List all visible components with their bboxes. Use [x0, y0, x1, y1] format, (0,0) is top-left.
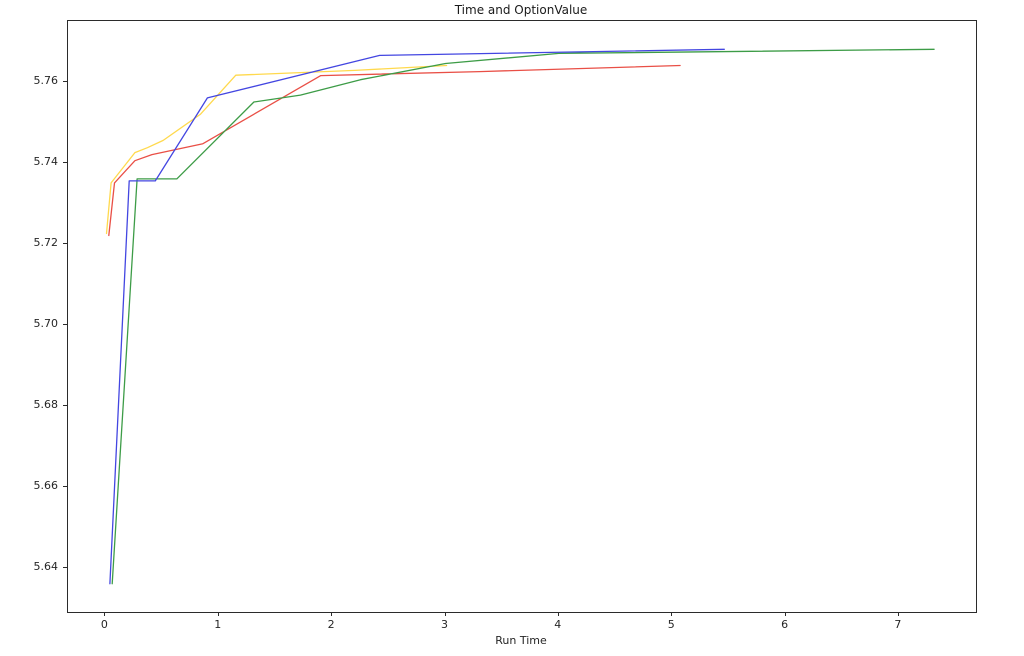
x-tick-label: 3 [441, 618, 448, 631]
x-tick-mark [331, 612, 333, 616]
y-tick-label: 5.64 [33, 559, 59, 573]
y-tick-mark [63, 80, 67, 82]
x-tick-label: 6 [781, 618, 789, 631]
yellow-line [105, 64, 448, 235]
y-tick-mark [63, 323, 67, 325]
red-line [108, 64, 681, 237]
x-tick-mark [557, 612, 559, 616]
y-tick-mark [63, 404, 67, 406]
y-tick-mark [63, 566, 67, 568]
y-tick-label: 5.76 [33, 73, 59, 87]
y-tick-mark [63, 485, 67, 487]
x-tick-mark [897, 612, 899, 616]
y-tick-mark [63, 242, 67, 244]
x-tick-mark [444, 612, 446, 616]
x-tick-mark [671, 612, 673, 616]
y-tick-label: 5.72 [33, 235, 59, 249]
x-tick-mark [217, 612, 219, 616]
x-tick-label: 7 [894, 618, 902, 631]
chart-title: Time and OptionValue [454, 3, 588, 17]
y-tick-label: 5.70 [33, 316, 59, 330]
series-canvas [105, 48, 935, 585]
blue-line [109, 48, 725, 585]
green-line [111, 48, 935, 585]
x-tick-label: 1 [214, 618, 222, 631]
y-tick-label: 5.74 [33, 154, 59, 168]
plot-area [67, 20, 977, 613]
x-tick-mark [784, 612, 786, 616]
x-tick-label: 2 [327, 618, 335, 631]
x-tick-mark [104, 612, 106, 616]
y-tick-label: 5.68 [33, 397, 59, 411]
y-tick-label: 5.66 [33, 478, 59, 492]
x-tick-label: 4 [554, 618, 562, 631]
x-tick-label: 0 [100, 618, 108, 631]
x-tick-label: 5 [667, 618, 675, 631]
y-tick-mark [63, 161, 67, 163]
x-axis-label: Run Time [495, 634, 547, 647]
